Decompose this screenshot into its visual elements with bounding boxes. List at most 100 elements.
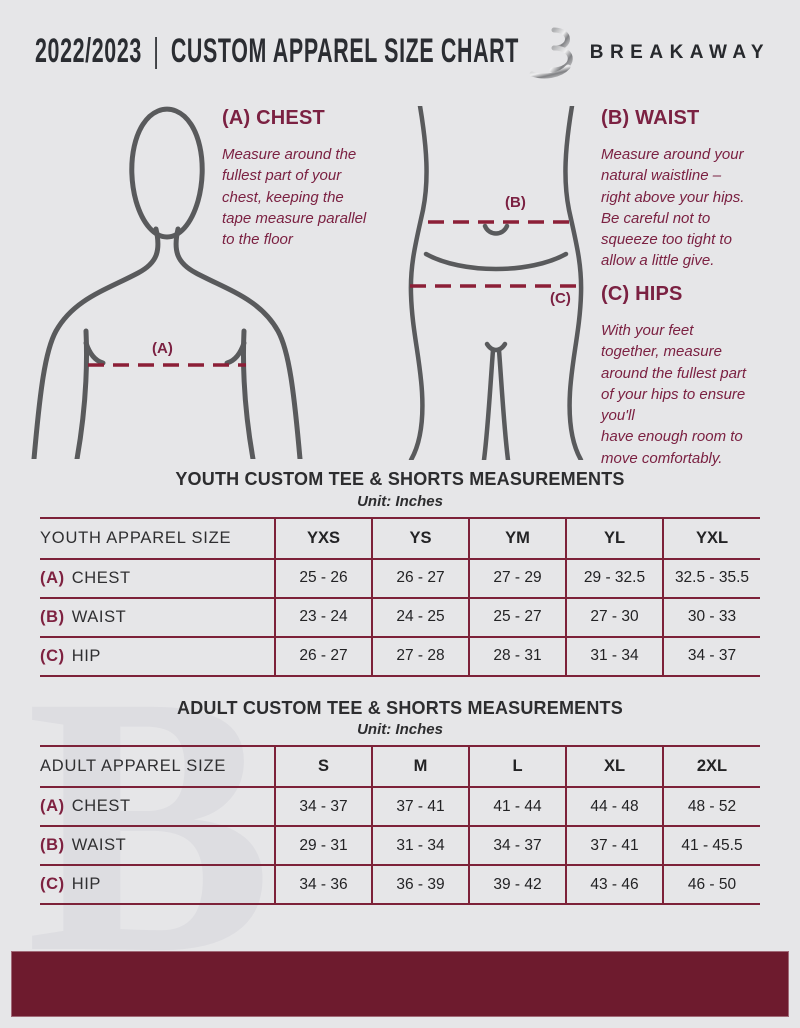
table-header-row: ADULT APPAREL SIZE S M L XL 2XL	[40, 745, 760, 788]
left-armpit-crease	[83, 340, 106, 366]
cell-value: 34 - 36	[274, 865, 372, 905]
size-col-header: YM	[468, 516, 566, 560]
header: 2022/2023 | CUSTOM APPAREL SIZE CHART	[35, 32, 525, 71]
cell-value: 29 - 31	[274, 826, 372, 866]
cell-value: 34 - 37	[274, 787, 372, 827]
row-key: (B)	[40, 836, 65, 854]
cell-value: 25 - 27	[468, 597, 566, 638]
navel	[482, 223, 510, 236]
row-label: (A) CHEST	[40, 558, 275, 599]
row-label: (C) HIP	[40, 636, 275, 677]
row-key: (A)	[40, 568, 65, 587]
cell-value: 43 - 46	[565, 865, 663, 905]
cell-value: 37 - 41	[371, 787, 469, 827]
cell-value: 26 - 27	[371, 558, 469, 599]
cell-value: 25 - 26	[274, 558, 372, 599]
cell-value: 29 - 32.5	[565, 558, 663, 599]
table-header-row: YOUTH APPAREL SIZE YXS YS YM YL YXL	[40, 516, 760, 560]
adult-table-title: ADULT CUSTOM TEE & SHORTS MEASUREMENTS	[177, 697, 623, 718]
page-title: 2022/2023 | CUSTOM APPAREL SIZE CHART	[35, 32, 519, 71]
cell-value: 39 - 42	[468, 865, 566, 905]
cell-value: 28 - 31	[468, 636, 566, 677]
right-inner-arm	[240, 328, 256, 462]
row-name: CHEST	[71, 797, 131, 815]
title-divider: |	[153, 32, 160, 70]
hips-body: With your feet together, measure around …	[601, 322, 747, 467]
breakaway-logo-icon	[526, 22, 576, 85]
youth-table-title: YOUTH CUSTOM TEE & SHORTS MEASUREMENTS	[175, 469, 625, 489]
hips-instructions: (C) HIPS With your feet together, measur…	[601, 283, 793, 469]
youth-size-label: YOUTH APPAREL SIZE	[40, 516, 275, 560]
row-label: (B) WAIST	[40, 597, 275, 638]
row-label: (A) CHEST	[40, 787, 275, 827]
size-col-header: YS	[371, 516, 469, 560]
head-outline	[129, 106, 205, 240]
right-shoulder-outline	[173, 226, 303, 462]
cell-value: 41 - 45.5	[662, 826, 760, 866]
cell-value: 30 - 33	[662, 597, 760, 638]
table-row: (C) HIP 34 - 36 36 - 39 39 - 42 43 - 46 4…	[40, 865, 760, 905]
hip-crease	[423, 251, 569, 272]
cell-value: 27 - 29	[468, 558, 566, 599]
cell-value: 36 - 39	[371, 865, 469, 905]
chest-heading: (A) CHEST	[222, 107, 325, 129]
crotch-arc	[484, 341, 508, 353]
youth-size-table: YOUTH APPAREL SIZE YXS YS YM YL YXL (A) C…	[40, 516, 760, 677]
row-label: (B) WAIST	[40, 826, 275, 866]
chest-figure	[20, 103, 310, 464]
waist-heading: (B) WAIST	[601, 107, 700, 129]
title-text: CUSTOM APPAREL SIZE CHART	[170, 32, 519, 70]
chest-body: Measure around the fullest part of your …	[222, 146, 367, 249]
adult-size-label: ADULT APPAREL SIZE	[40, 745, 275, 788]
left-shoulder-outline	[31, 226, 161, 462]
row-key: (B)	[40, 607, 65, 626]
left-inner-arm	[74, 328, 90, 462]
right-inner-leg	[496, 347, 511, 463]
row-key: (C)	[40, 875, 65, 893]
cell-value: 48 - 52	[662, 787, 760, 827]
table-row: (C) HIP 26 - 27 27 - 28 28 - 31 31 - 34 3…	[40, 636, 760, 677]
left-body-outline	[408, 103, 429, 463]
row-name: HIP	[71, 646, 102, 665]
waist-instructions: (B) WAIST Measure around your natural wa…	[601, 107, 793, 272]
cell-value: 27 - 28	[371, 636, 469, 677]
cell-value: 44 - 48	[565, 787, 663, 827]
size-col-header: M	[371, 745, 469, 788]
size-col-header: XL	[565, 745, 663, 788]
size-col-header: YL	[565, 516, 663, 560]
adult-size-table: ADULT APPAREL SIZE S M L XL 2XL (A) CHEST…	[40, 745, 760, 905]
size-col-header: L	[468, 745, 566, 788]
cell-value: 41 - 44	[468, 787, 566, 827]
adult-table-unit: Unit: Inches	[357, 721, 443, 738]
row-key: (C)	[40, 646, 65, 665]
cell-value: 34 - 37	[662, 636, 760, 677]
cell-value: 27 - 30	[565, 597, 663, 638]
size-col-header: 2XL	[662, 745, 760, 788]
label-b: (B)	[505, 194, 526, 211]
size-col-header: YXS	[274, 516, 372, 560]
size-col-header: S	[274, 745, 372, 788]
measurement-tables: YOUTH CUSTOM TEE & SHORTS MEASUREMENTS U…	[40, 468, 760, 905]
cell-value: 23 - 24	[274, 597, 372, 638]
cell-value: 37 - 41	[565, 826, 663, 866]
label-a: (A)	[152, 340, 173, 357]
footer-bar	[11, 951, 789, 1017]
chest-instructions: (A) CHEST Measure around the fullest par…	[222, 107, 406, 250]
cell-value: 26 - 27	[274, 636, 372, 677]
brand-name: BREAKAWAY	[589, 42, 770, 63]
table-row: (A) CHEST 34 - 37 37 - 41 41 - 44 44 - 48…	[40, 787, 760, 827]
row-name: HIP	[71, 875, 102, 893]
row-name: CHEST	[71, 568, 131, 587]
cell-value: 31 - 34	[371, 826, 469, 866]
cell-value: 46 - 50	[662, 865, 760, 905]
brand-logo: BREAKAWAY	[526, 24, 770, 82]
cell-value: 24 - 25	[371, 597, 469, 638]
size-col-header: YXL	[662, 516, 760, 560]
waist-hips-figure	[398, 103, 594, 465]
row-name: WAIST	[71, 836, 127, 854]
table-row: (A) CHEST 25 - 26 26 - 27 27 - 29 29 - 32…	[40, 558, 760, 599]
adult-table-section: ADULT CUSTOM TEE & SHORTS MEASUREMENTS U…	[40, 697, 760, 905]
waist-body: Measure around your natural waistline – …	[601, 146, 745, 270]
right-body-outline	[563, 103, 584, 463]
